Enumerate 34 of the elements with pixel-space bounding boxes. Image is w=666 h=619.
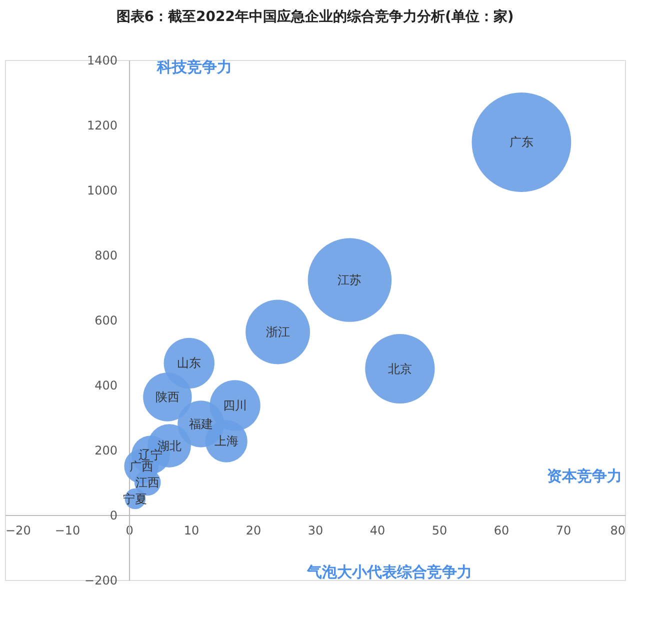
y-tick-label: 1400 xyxy=(86,54,118,68)
x-tick-label: −20 xyxy=(6,524,31,538)
x-tick-label: 50 xyxy=(432,524,448,538)
series-label: 陕西 xyxy=(155,390,180,404)
series-label: 江苏 xyxy=(338,273,362,288)
x-tick-label: 60 xyxy=(494,524,510,538)
y-tick-label: 600 xyxy=(94,314,118,328)
x-tick-label: 80 xyxy=(610,524,626,538)
y-tick-label: 400 xyxy=(94,378,118,392)
series-label: 广东 xyxy=(509,135,534,150)
annotation: 资本竞争力 xyxy=(546,467,622,485)
annotation: 气泡大小代表综合竞争力 xyxy=(306,563,472,581)
series-label: 北京 xyxy=(388,362,412,376)
x-tick-label: 20 xyxy=(246,524,262,538)
x-tick-label: 70 xyxy=(556,524,572,538)
y-tick-label: 0 xyxy=(110,508,118,522)
annotation: 科技竞争力 xyxy=(156,58,232,76)
x-tick-label: 10 xyxy=(184,524,200,538)
x-tick-label: −10 xyxy=(54,524,80,538)
y-tick-label: 1200 xyxy=(86,118,118,132)
x-tick-label: 40 xyxy=(370,524,386,538)
series-label: 广西 xyxy=(129,459,154,474)
series-label: 福建 xyxy=(188,417,213,431)
y-tick-label: 800 xyxy=(94,248,118,262)
series-label: 四川 xyxy=(223,398,248,412)
y-tick-label: 1000 xyxy=(86,184,118,198)
series-label: 上海 xyxy=(214,434,238,448)
chart-title: 图表6：截至2022年中国应急企业的综合竞争力分析(单位：家) xyxy=(116,8,514,25)
series-label: 浙江 xyxy=(266,325,290,340)
y-tick-label: 200 xyxy=(94,444,118,458)
series-label: 江西 xyxy=(136,476,160,490)
x-tick-label: 30 xyxy=(308,524,324,538)
y-tick-label: −200 xyxy=(84,574,118,588)
series-label: 山东 xyxy=(177,356,202,370)
